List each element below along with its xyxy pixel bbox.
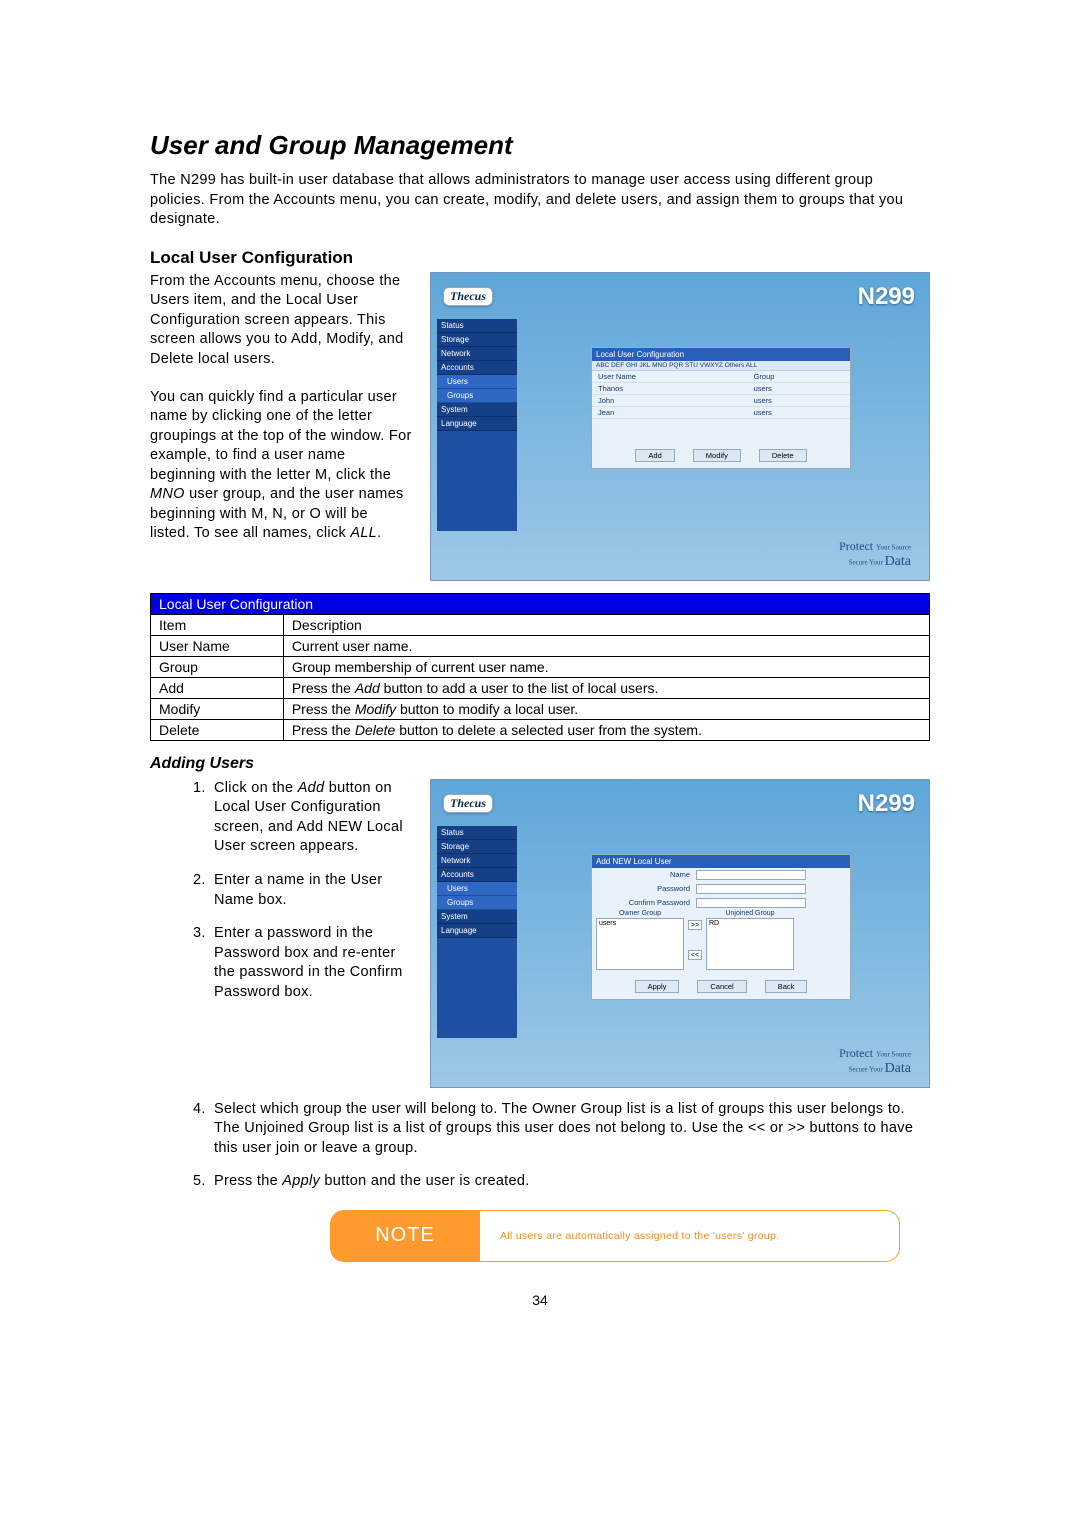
user-table: User NameGroup Thanosusers Johnusers Jea… <box>592 371 850 419</box>
steps-list: Click on the Add button on Local User Co… <box>150 779 412 1003</box>
section-heading: Local User Configuration <box>150 248 930 268</box>
alpha-filter: ABC DEF GHI JKL MNO PQR STU VWXYZ Others… <box>592 361 850 371</box>
brand-logo: Thecus <box>443 794 493 813</box>
description-table: Local User Configuration ItemDescription… <box>150 593 930 741</box>
brand-model: N299 <box>858 790 915 818</box>
shot-footer: Protect Your Source Secure Your Data <box>437 1038 921 1081</box>
modify-button[interactable]: Modify <box>693 449 741 462</box>
back-button[interactable]: Back <box>765 980 808 993</box>
note-box: NOTE All users are automatically assigne… <box>330 1210 900 1262</box>
page-number: 34 <box>150 1292 930 1308</box>
page-title: User and Group Management <box>150 130 930 161</box>
name-input[interactable] <box>696 870 806 880</box>
note-text: All users are automatically assigned to … <box>480 1210 900 1262</box>
brand-model: N299 <box>858 283 915 311</box>
screenshot-add-user: Thecus N299 Status Storage Network Accou… <box>430 779 930 1088</box>
cancel-button[interactable]: Cancel <box>697 980 746 993</box>
intro-para: The N299 has built-in user database that… <box>150 171 930 230</box>
panel-title: Local User Configuration <box>592 348 850 361</box>
add-button[interactable]: Add <box>635 449 674 462</box>
move-left-button[interactable]: << <box>688 950 702 960</box>
password-input[interactable] <box>696 884 806 894</box>
section1-para2: You can quickly find a particular user n… <box>150 388 412 545</box>
delete-button[interactable]: Delete <box>759 449 807 462</box>
section1-para1: From the Accounts menu, choose the Users… <box>150 272 412 370</box>
steps-list-cont: Select which group the user will belong … <box>150 1100 930 1192</box>
owner-group-list[interactable]: users <box>596 918 684 970</box>
shot-footer: Protect Your Source Secure Your Data <box>437 531 921 574</box>
screenshot-luc: Thecus N299 Status Storage Network Accou… <box>430 272 930 581</box>
note-label: NOTE <box>330 1210 480 1262</box>
section2-heading: Adding Users <box>150 755 930 773</box>
sidebar: Status Storage Network Accounts Users Gr… <box>437 319 517 531</box>
unjoined-group-list[interactable]: RD <box>706 918 794 970</box>
confirm-password-input[interactable] <box>696 898 806 908</box>
move-right-button[interactable]: >> <box>688 920 702 930</box>
panel-title: Add NEW Local User <box>592 855 850 868</box>
brand-logo: Thecus <box>443 287 493 306</box>
apply-button[interactable]: Apply <box>635 980 680 993</box>
sidebar: Status Storage Network Accounts Users Gr… <box>437 826 517 1038</box>
